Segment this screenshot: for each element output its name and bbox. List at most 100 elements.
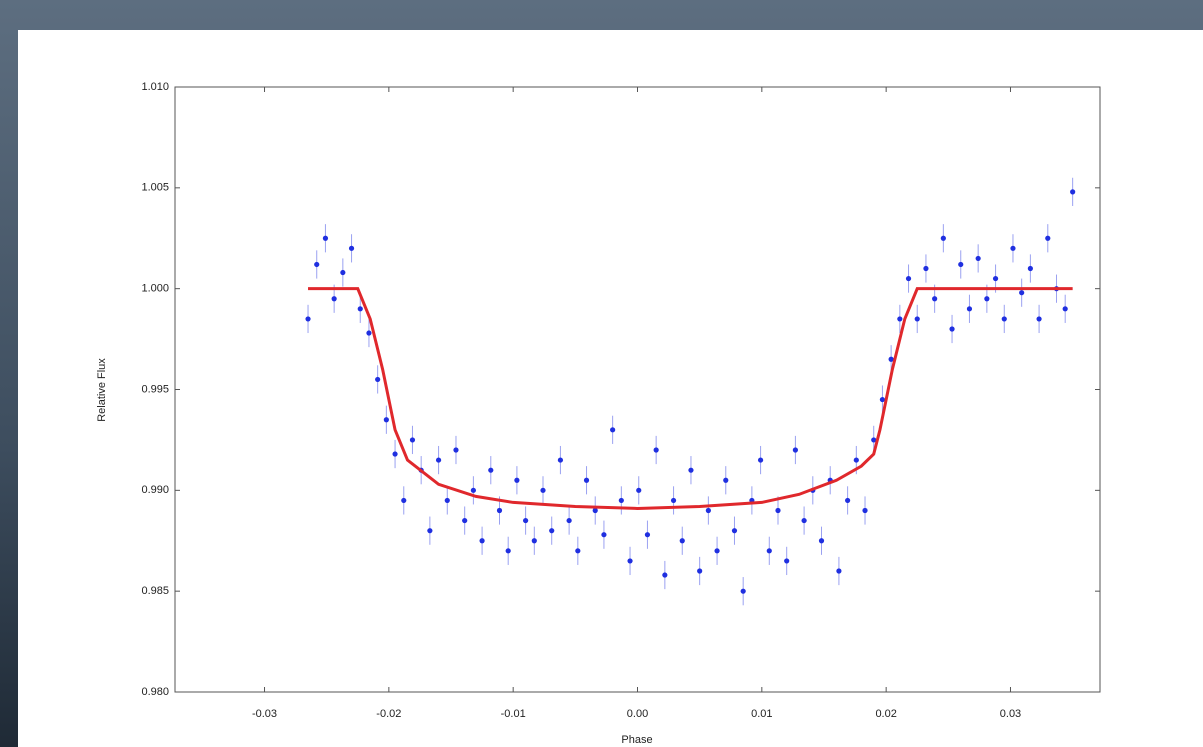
data-point	[1062, 306, 1068, 312]
data-point	[636, 487, 642, 493]
data-point	[818, 538, 825, 544]
x-tick-label: 0.00	[627, 708, 648, 720]
data-point	[905, 275, 912, 282]
data-point	[923, 265, 929, 272]
data-point	[992, 275, 999, 282]
data-point	[627, 558, 633, 564]
data-point	[583, 477, 590, 483]
data-point	[357, 306, 363, 312]
data-point	[644, 532, 651, 538]
data-point	[540, 487, 546, 493]
data-point	[1027, 265, 1033, 272]
y-tick-label: 1.010	[141, 81, 169, 93]
data-point	[392, 451, 398, 457]
y-tick-label: 0.980	[141, 686, 169, 698]
data-point	[314, 261, 320, 268]
data-point	[531, 538, 537, 544]
data-point	[949, 326, 955, 332]
data-point	[653, 447, 659, 453]
data-point	[697, 568, 703, 574]
x-tick-label: 0.03	[1000, 708, 1021, 720]
data-point	[592, 507, 598, 514]
data-point	[888, 356, 894, 362]
data-point	[801, 517, 807, 524]
data-point	[1070, 189, 1076, 195]
data-point	[514, 477, 520, 483]
y-axis-label: Relative Flux	[96, 358, 108, 422]
data-point	[496, 507, 503, 514]
plot-area	[174, 86, 1101, 693]
data-point	[601, 532, 607, 538]
data-point	[375, 376, 381, 383]
data-point	[331, 296, 337, 302]
x-tick-label: -0.03	[252, 708, 277, 720]
data-point	[862, 507, 868, 514]
x-tick-label: 0.01	[751, 708, 772, 720]
data-point	[1010, 245, 1016, 251]
data-point	[610, 427, 616, 433]
data-point	[958, 261, 964, 268]
data-point	[662, 572, 668, 578]
y-tick-label: 1.005	[141, 182, 169, 194]
data-point	[966, 306, 973, 312]
data-point	[775, 507, 781, 514]
data-point	[444, 497, 450, 504]
data-point	[879, 396, 886, 403]
data-point	[348, 245, 355, 251]
data-point	[566, 517, 572, 524]
data-point	[670, 497, 677, 504]
x-tick-label: 0.02	[875, 708, 896, 720]
panel	[18, 30, 1203, 747]
data-point	[488, 467, 494, 473]
data-point	[523, 517, 529, 524]
data-point	[740, 588, 746, 594]
data-point	[366, 330, 372, 336]
data-point	[505, 548, 511, 554]
data-point	[688, 467, 694, 473]
data-point	[731, 528, 738, 534]
data-point	[1019, 290, 1025, 296]
data-point	[409, 437, 416, 443]
data-point	[1036, 316, 1042, 322]
y-tick-label: 1.000	[141, 283, 169, 295]
data-point	[766, 548, 772, 554]
x-tick-label: -0.01	[501, 708, 526, 720]
data-point	[940, 235, 946, 241]
data-point	[383, 417, 389, 423]
data-point	[984, 296, 990, 302]
data-point	[401, 497, 407, 504]
data-point	[1001, 316, 1007, 322]
x-tick-label: -0.02	[376, 708, 401, 720]
data-point	[705, 507, 711, 514]
data-point	[975, 255, 981, 262]
data-point	[871, 437, 877, 443]
data-point	[340, 269, 346, 276]
y-tick-label: 0.985	[141, 585, 169, 597]
data-point	[836, 568, 842, 574]
data-point	[792, 447, 798, 453]
data-point	[557, 457, 564, 463]
data-point	[305, 316, 311, 322]
x-axis-label: Phase	[621, 734, 652, 746]
data-point	[618, 497, 624, 504]
data-point	[462, 517, 468, 524]
data-point	[853, 457, 859, 463]
data-point	[714, 548, 720, 554]
data-point	[470, 487, 476, 493]
data-point	[845, 497, 851, 504]
data-point	[679, 538, 685, 544]
y-tick-label: 0.990	[141, 484, 169, 496]
data-point	[435, 457, 442, 463]
data-point	[723, 477, 729, 483]
data-point	[575, 548, 581, 554]
data-point	[322, 235, 329, 241]
data-point	[757, 457, 764, 463]
data-point	[549, 528, 555, 534]
data-point	[427, 528, 433, 534]
data-point	[453, 447, 459, 453]
data-point	[784, 558, 790, 564]
data-point	[897, 316, 903, 322]
data-point	[914, 316, 920, 322]
